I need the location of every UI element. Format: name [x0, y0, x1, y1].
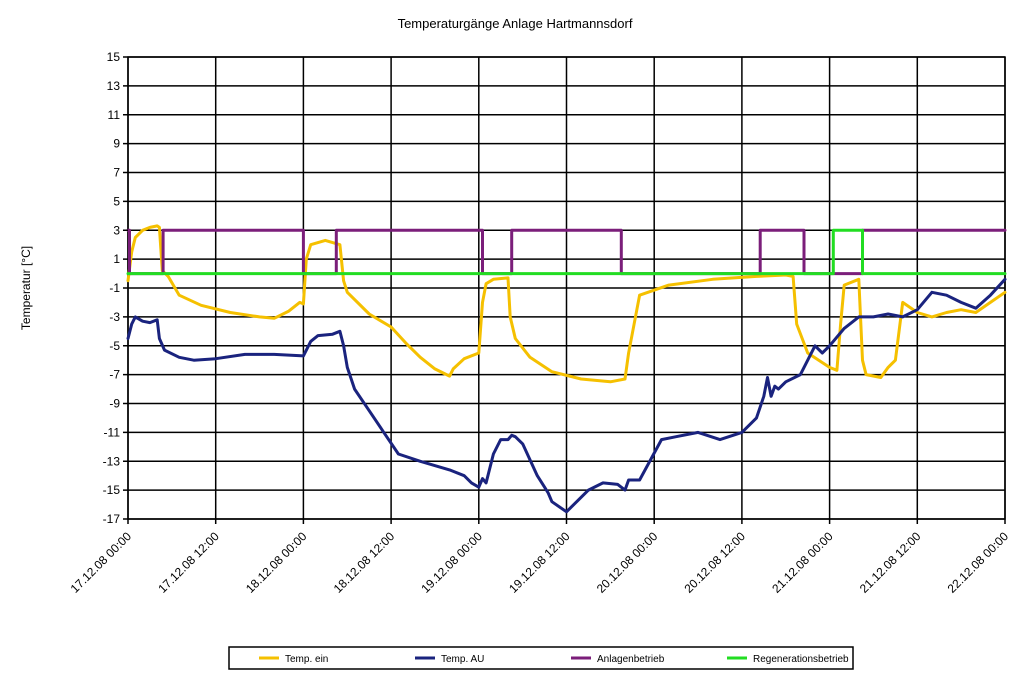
x-tick-label: 21.12.08 12:00 — [857, 529, 924, 596]
y-tick-label: 7 — [113, 166, 120, 180]
y-tick-label: 1 — [113, 252, 120, 266]
series-line-temp-ein — [126, 224, 1007, 384]
x-tick-label: 18.12.08 00:00 — [243, 529, 310, 596]
legend-label: Temp. AU — [441, 654, 484, 665]
series-line-temp-au — [126, 277, 1007, 514]
series-lines — [126, 224, 1007, 514]
legend-label: Anlagenbetrieb — [597, 654, 665, 665]
x-tick-label: 18.12.08 12:00 — [331, 529, 398, 596]
y-tick-label: 11 — [108, 108, 121, 122]
chart-title: Temperaturgänge Anlage Hartmannsdorf — [398, 16, 633, 31]
y-tick-label: -13 — [103, 454, 121, 468]
legend-label: Regenerationsbetrieb — [753, 654, 849, 665]
y-tick-label: 9 — [113, 137, 120, 151]
x-tick-label: 22.12.08 00:00 — [945, 529, 1012, 596]
y-tick-label: -11 — [104, 425, 121, 439]
x-tick-label: 21.12.08 00:00 — [769, 529, 836, 596]
x-tick-label: 19.12.08 12:00 — [506, 529, 573, 596]
x-tick-label: 20.12.08 12:00 — [681, 529, 748, 596]
legend: Temp. ein Temp. AU Anlagenbetrieb Regenerat… — [228, 646, 854, 670]
y-tick-label: -1 — [109, 281, 120, 295]
y-axis-label: Temperatur [°C] — [19, 246, 33, 330]
y-tick-label: -15 — [103, 483, 121, 497]
legend-label: Temp. ein — [285, 654, 328, 665]
grid — [127, 56, 1006, 520]
series-line-regenerationsbetrieb — [126, 228, 1007, 276]
y-tick-label: -9 — [109, 397, 120, 411]
y-tick-label: 15 — [107, 50, 121, 64]
x-tick-label: 19.12.08 00:00 — [418, 529, 485, 596]
y-tick-label: -17 — [103, 512, 121, 526]
y-tick-label: 5 — [113, 194, 120, 208]
legend-box — [228, 646, 854, 670]
x-tick-label: 20.12.08 00:00 — [594, 529, 661, 596]
y-tick-label: -7 — [109, 368, 120, 382]
x-tick-label: 17.12.08 12:00 — [155, 529, 222, 596]
y-tick-label: 3 — [113, 223, 120, 237]
y-tick-label: -5 — [109, 339, 120, 353]
y-tick-label: -3 — [109, 310, 120, 324]
x-tick-label: 17.12.08 00:00 — [68, 529, 135, 596]
y-tick-label: 13 — [107, 79, 121, 93]
